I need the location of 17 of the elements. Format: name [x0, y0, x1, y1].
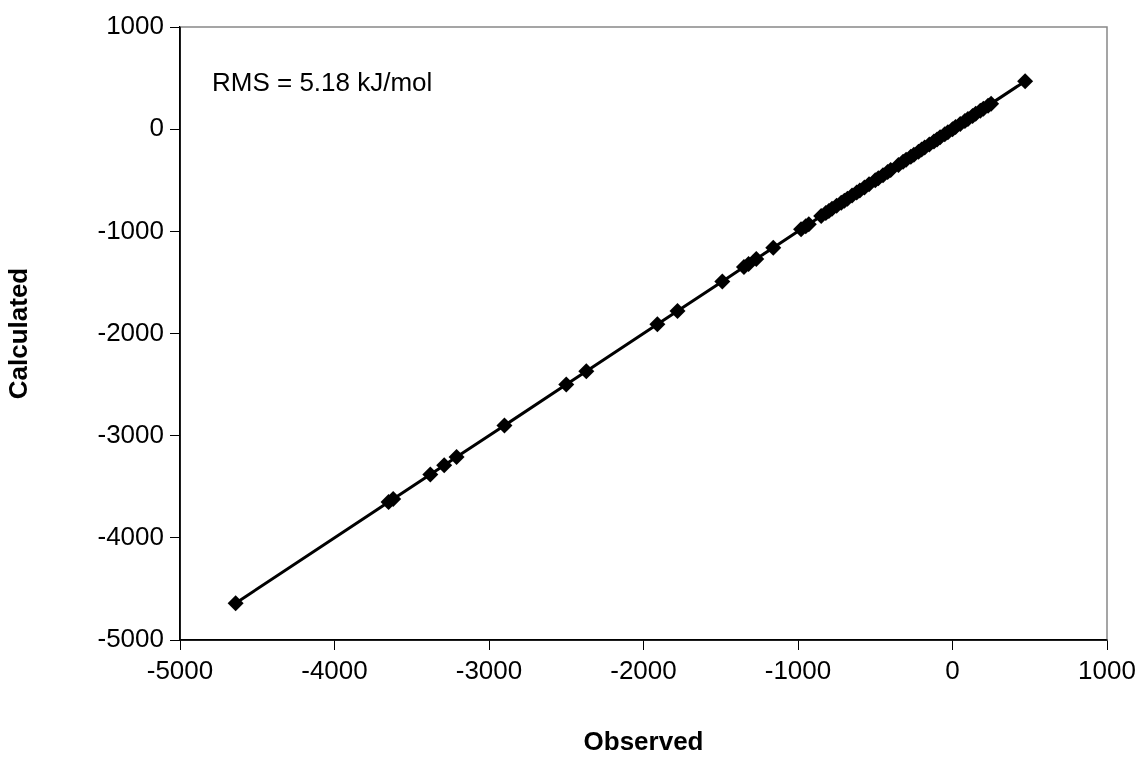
- x-tick-label: -5000: [146, 654, 214, 685]
- x-tick-label: -4000: [301, 654, 368, 685]
- y-tick-label: -1000: [97, 214, 164, 245]
- y-tick-label: -2000: [97, 316, 164, 347]
- y-tick-label: 0: [149, 112, 164, 143]
- y-axis-title: Calculated: [2, 267, 33, 400]
- x-tick-label: 1000: [1078, 654, 1136, 685]
- y-tick-label: -4000: [97, 521, 164, 552]
- x-tick-label: -1000: [764, 654, 832, 685]
- y-tick-label: 1000: [106, 10, 164, 41]
- x-axis-title: Observed: [583, 725, 704, 756]
- y-tick-label: -3000: [97, 418, 164, 449]
- x-tick-label: -3000: [455, 654, 523, 685]
- annotation: RMS = 5.18 kJ/mol: [212, 67, 433, 98]
- x-tick-label: 0: [945, 654, 960, 685]
- x-tick-label: -2000: [610, 654, 677, 685]
- y-tick-label: -5000: [97, 623, 164, 654]
